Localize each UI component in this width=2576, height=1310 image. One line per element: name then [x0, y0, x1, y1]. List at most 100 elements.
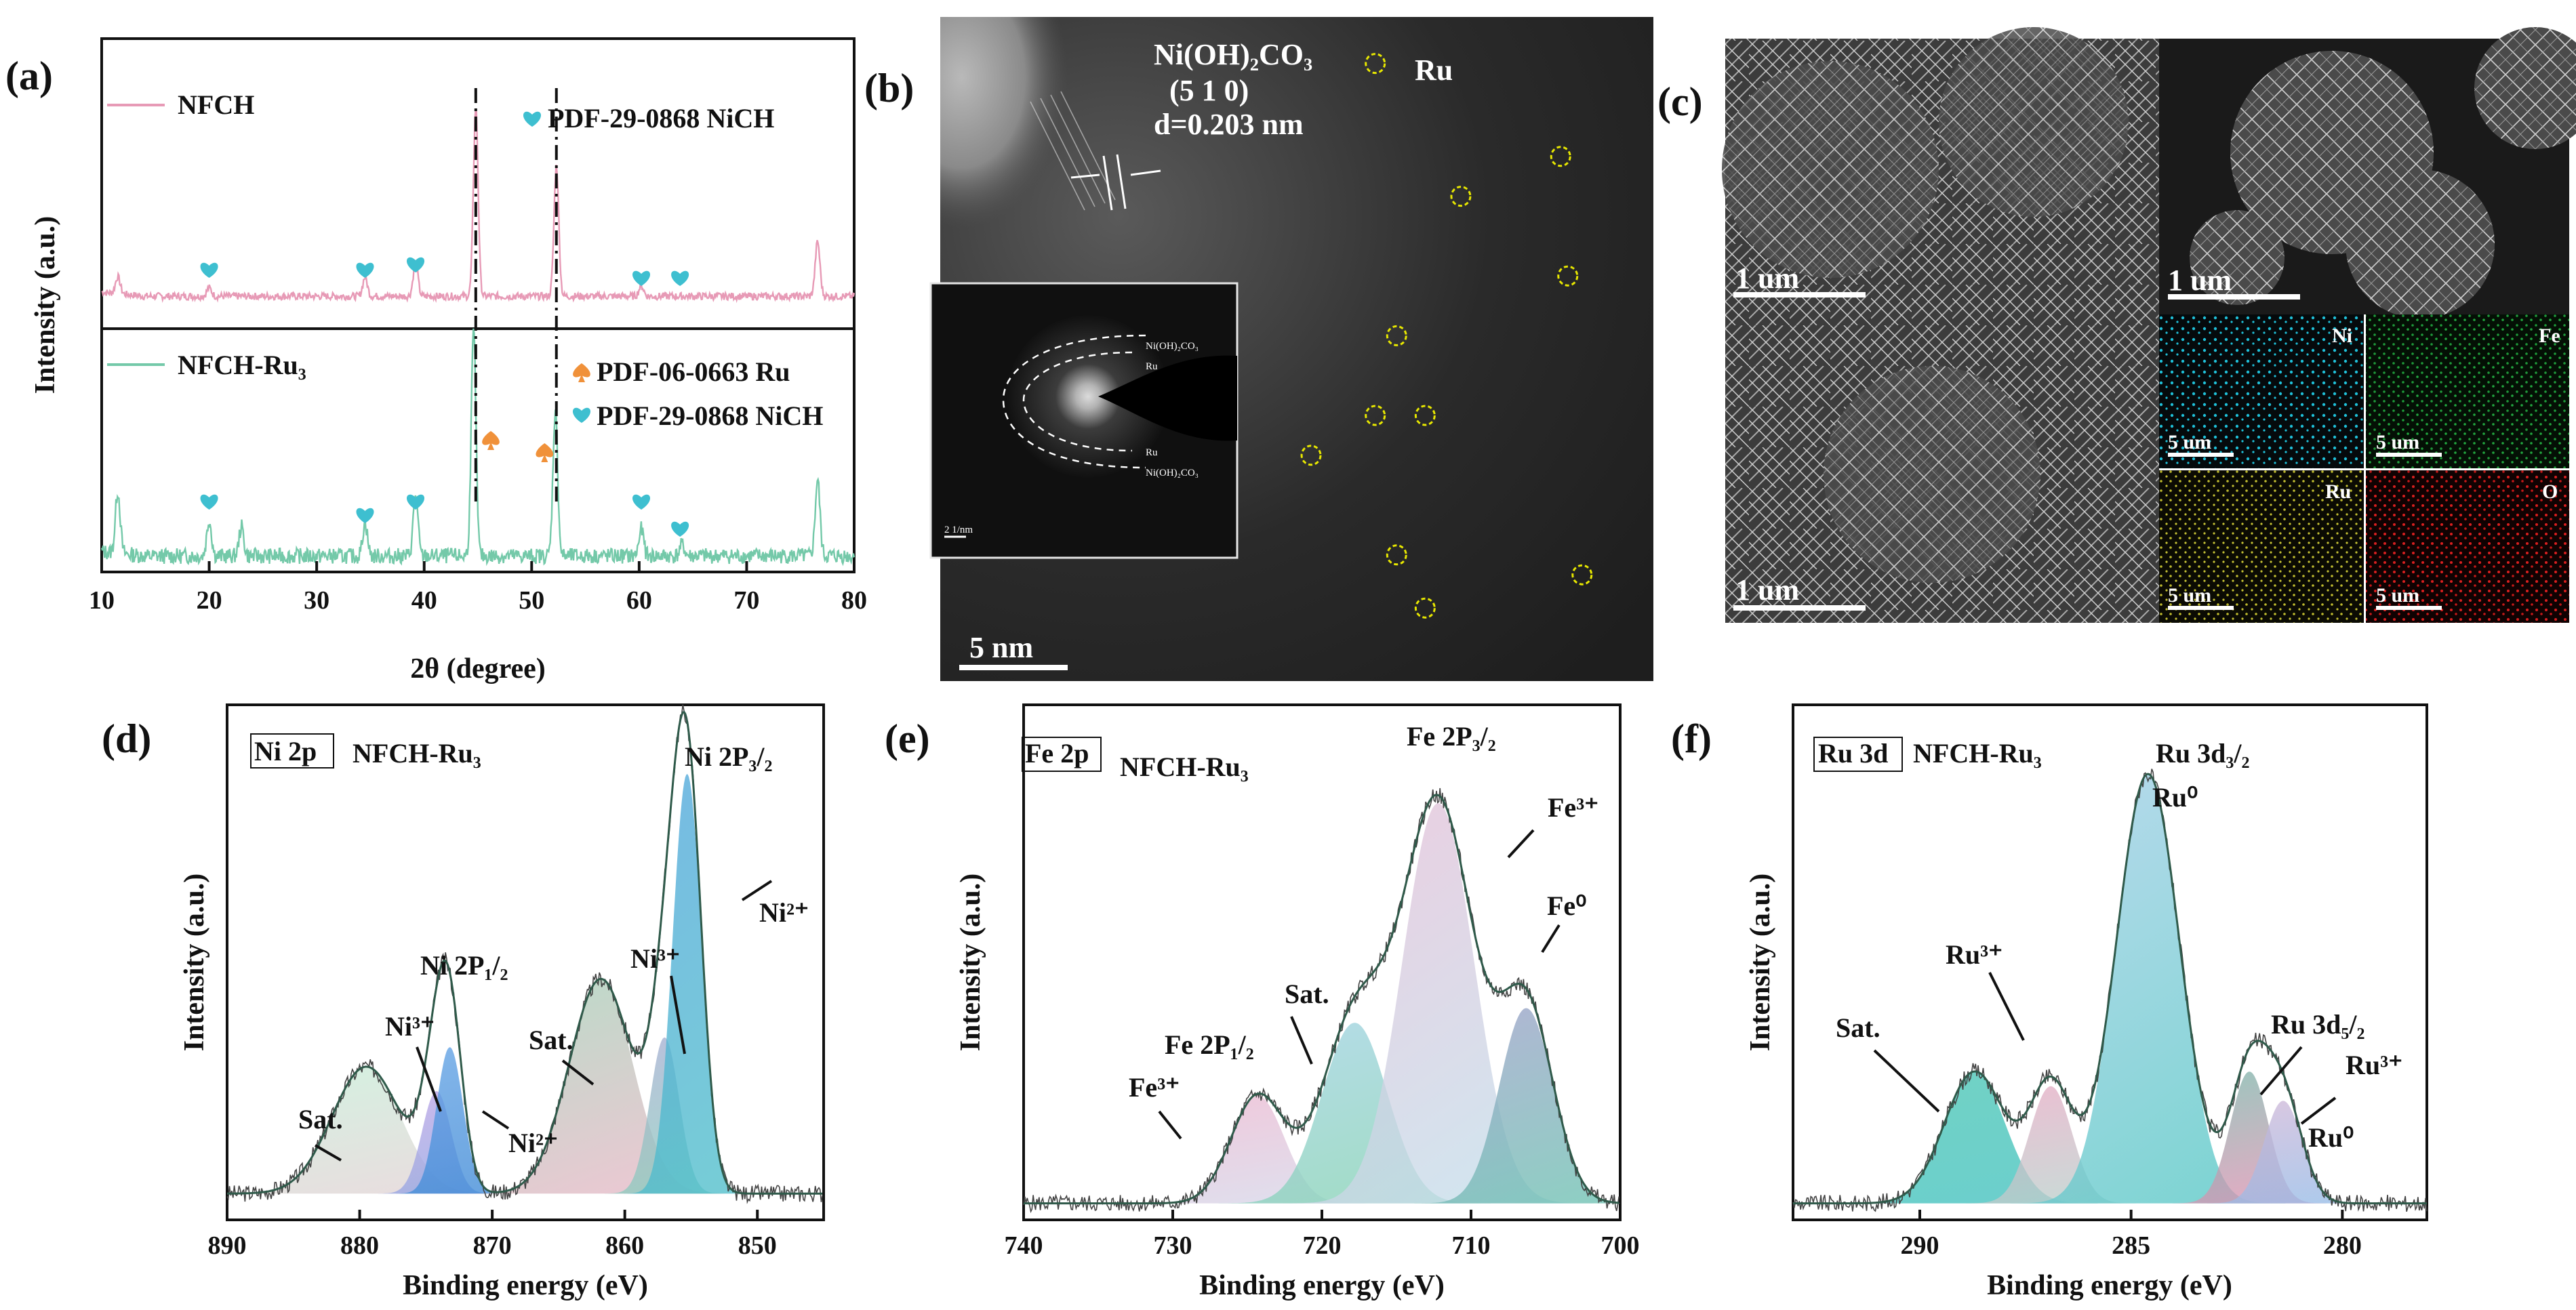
y-axis-title-e: Intensity (a.u.) — [955, 874, 986, 1052]
sample-e: NFCH-Ru₃ — [1120, 752, 1249, 782]
x-tick-label: 890 — [208, 1231, 247, 1260]
x-tick-label-a: 80 — [841, 586, 867, 615]
tag-e: Fe 2p — [1025, 738, 1089, 769]
label-sat-d1: Sat. — [298, 1104, 343, 1134]
ref-ru: PDF-06-0663 Ru — [597, 356, 790, 387]
label-fe2p12: Fe 2P₁/₂ — [1165, 1029, 1254, 1060]
ru-marker-circle — [1550, 146, 1571, 167]
eds-label-o: O — [2542, 480, 2558, 503]
x-ticks-a: 10 20 30 40 50 60 70 80 — [89, 561, 867, 615]
label-sat-d2: Sat. — [529, 1025, 573, 1055]
eds-map-ni — [2159, 314, 2364, 468]
y-axis-title-d: Intensity (a.u.) — [179, 874, 210, 1052]
x-tick-label: 720 — [1303, 1231, 1342, 1260]
panel-c: (c) 1 um 1 um 1 um Ni Fe Ru O 5 u — [1657, 27, 2576, 623]
x-tick-label: 285 — [2112, 1231, 2150, 1260]
x-tick-label-a: 40 — [411, 586, 437, 615]
label-ru0-a: Ru⁰ — [2152, 782, 2198, 813]
x-tick-label: 860 — [605, 1231, 644, 1260]
tem-particle-edge — [940, 17, 1152, 319]
sem-scale-label-2: 1 um — [2168, 264, 2232, 297]
fit-component — [1024, 803, 1620, 1204]
saed-inset: Ni(OH)₂CO₃ Ru Ru Ni(OH)₂CO₃ 2 1/nm — [929, 282, 1239, 559]
x-ticks-f: 290 285 280 — [1901, 1210, 2362, 1260]
x-axis-title-f: Binding energy (eV) — [1987, 1270, 2232, 1301]
x-axis-title-d: Binding energy (eV) — [403, 1270, 648, 1301]
fit-component — [1793, 1101, 2427, 1204]
panel-label-f: (f) — [1671, 716, 1712, 761]
x-tick-label: 880 — [340, 1231, 379, 1260]
heart-marker-bottom — [671, 521, 689, 537]
x-axis-title-a: 2θ (degree) — [410, 653, 546, 684]
fit-envelope — [227, 710, 823, 1195]
eds-map-fe — [2366, 314, 2569, 468]
sem-flower-2d — [2190, 210, 2285, 305]
xrd-line-nfchru — [100, 328, 856, 567]
sem-flower-2c — [2474, 27, 2576, 149]
arrows-f — [1873, 972, 2337, 1125]
legend-heart-top — [523, 111, 542, 127]
ru-marker-circle — [1450, 186, 1472, 207]
ref-nich-top: PDF-29-0868 NiCH — [548, 103, 774, 134]
heart-marker-bottom — [407, 494, 425, 510]
ru-markers — [1300, 53, 1593, 619]
x-tick-label-a: 20 — [197, 586, 222, 615]
sample-d: NFCH-Ru₃ — [353, 738, 481, 769]
label-ru3d52: Ru 3d₅/₂ — [2271, 1009, 2364, 1040]
label-fe0: Fe⁰ — [1547, 891, 1586, 921]
legend-heart-bottom — [572, 407, 591, 423]
label-sat-f: Sat. — [1836, 1012, 1880, 1043]
x-tick-label-a: 30 — [304, 586, 329, 615]
label-sat-e: Sat. — [1285, 979, 1329, 1009]
sem-flower-2b — [2346, 169, 2495, 319]
spade-marker — [482, 431, 500, 450]
fit-component — [1024, 1023, 1620, 1204]
heart-marker-top — [356, 262, 374, 278]
panel-label-d: (d) — [102, 716, 151, 761]
label-ru3-a: Ru³⁺ — [1946, 939, 2003, 970]
x-ticks-d: 890 880 870 860 850 — [208, 1210, 777, 1260]
beam-stopper — [1098, 355, 1237, 441]
fringe-arrow-left — [1070, 173, 1100, 179]
ref-nich-bottom: PDF-29-0868 NiCH — [597, 401, 823, 431]
x-tick-label: 290 — [1901, 1231, 1939, 1260]
eds-label-ni: Ni — [2332, 325, 2352, 347]
spade-marker — [536, 443, 554, 462]
y-axis-title-a: Intensity (a.u.) — [30, 216, 61, 394]
heart-marker-top — [200, 262, 218, 278]
heart-marker-top — [671, 270, 689, 286]
panel-label-e: (e) — [885, 716, 930, 761]
x-tick-label: 700 — [1601, 1231, 1640, 1260]
panel-f: (f) 290 285 280 Binding energy (eV) Intens… — [1671, 703, 2428, 1301]
tag-d: Ni 2p — [254, 736, 317, 766]
panel-b: (b) Ni(OH)₂CO₃ (5 1 0) d=0.203 nm Ru Ni(… — [864, 17, 1653, 681]
sem-flower-1a — [1722, 61, 1939, 278]
eds-scale-ru: 5 um — [2168, 584, 2211, 607]
fit-component — [1793, 774, 2427, 1204]
raw-spectrum — [226, 704, 823, 1204]
xrd-line-nfch — [101, 108, 856, 304]
label-fe3-b: Fe³⁺ — [1129, 1072, 1180, 1103]
ru-marker-circle — [1414, 405, 1436, 426]
panel-label-c: (c) — [1657, 79, 1703, 124]
saed-label-4: Ni(OH)₂CO₃ — [1146, 468, 1199, 478]
label-ru3-b: Ru³⁺ — [2346, 1050, 2402, 1080]
eds-scale-fe: 5 um — [2376, 431, 2419, 453]
label-ni2p12: Ni 2P₁/₂ — [420, 950, 508, 981]
plot-area-a — [100, 88, 856, 567]
plot-frame-a — [100, 37, 856, 573]
x-tick-label-a: 70 — [733, 586, 759, 615]
sem-scale-label-3: 1 um — [1735, 573, 1799, 607]
ru-marker-circle — [1365, 405, 1386, 426]
arrows-d — [314, 880, 773, 1162]
x-tick-label: 710 — [1452, 1231, 1491, 1260]
plot-area-d — [226, 704, 824, 1204]
ru-marker-circle — [1386, 325, 1407, 346]
plane-label: (5 1 0) — [1169, 74, 1249, 107]
legend-spade — [573, 363, 590, 382]
plot-frame-f — [1792, 703, 2428, 1221]
phase-label: Ni(OH)₂CO₃ — [1154, 38, 1312, 71]
fit-component — [227, 774, 824, 1194]
legend-nfch: NFCH — [178, 89, 254, 120]
